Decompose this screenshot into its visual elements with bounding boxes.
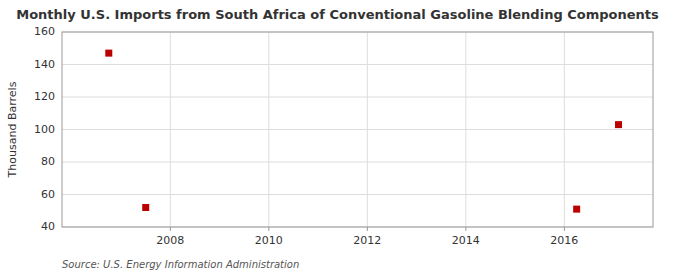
x-grid-line [268,32,269,227]
y-axis: 40 60 80 100 120 140 160 [34,25,55,233]
x-tick-label: 2010 [255,234,283,247]
y-tick-label: 120 [34,90,55,103]
plot-frame [62,32,653,227]
y-axis-label: Thousand Barrels [6,81,19,178]
x-tick [170,227,171,231]
x-tick-label: 2014 [452,234,480,247]
grid [62,32,653,227]
y-tick-label: 80 [41,155,55,168]
data-point [142,204,149,211]
y-tick-label: 60 [41,188,55,201]
points [105,50,622,213]
chart-svg: 40 60 80 100 120 140 160 2008 2010 2012 2014 2016 Mo… [0,0,675,275]
x-tick-label: 2016 [550,234,578,247]
source-note: Source: U.S. Energy Information Administ… [62,259,299,270]
x-axis: 2008 2010 2012 2014 2016 [156,227,578,247]
x-tick [367,227,368,231]
x-tick-label: 2008 [156,234,184,247]
chart-title: Monthly U.S. Imports from South Africa o… [16,7,659,22]
y-tick-label: 140 [34,58,55,71]
x-grid-line [170,32,171,227]
x-grid-line [465,32,466,227]
x-grid-line [367,32,368,227]
data-point [105,50,112,57]
data-point [573,206,580,213]
y-tick-label: 40 [41,220,55,233]
x-tick [268,227,269,231]
x-tick [564,227,565,231]
y-tick-label: 160 [34,25,55,38]
x-tick [465,227,466,231]
chart-container: 40 60 80 100 120 140 160 2008 2010 2012 2014 2016 Mo… [0,0,675,275]
x-tick-label: 2012 [353,234,381,247]
y-tick-label: 100 [34,123,55,136]
data-point [615,121,622,128]
x-grid-line [564,32,565,227]
